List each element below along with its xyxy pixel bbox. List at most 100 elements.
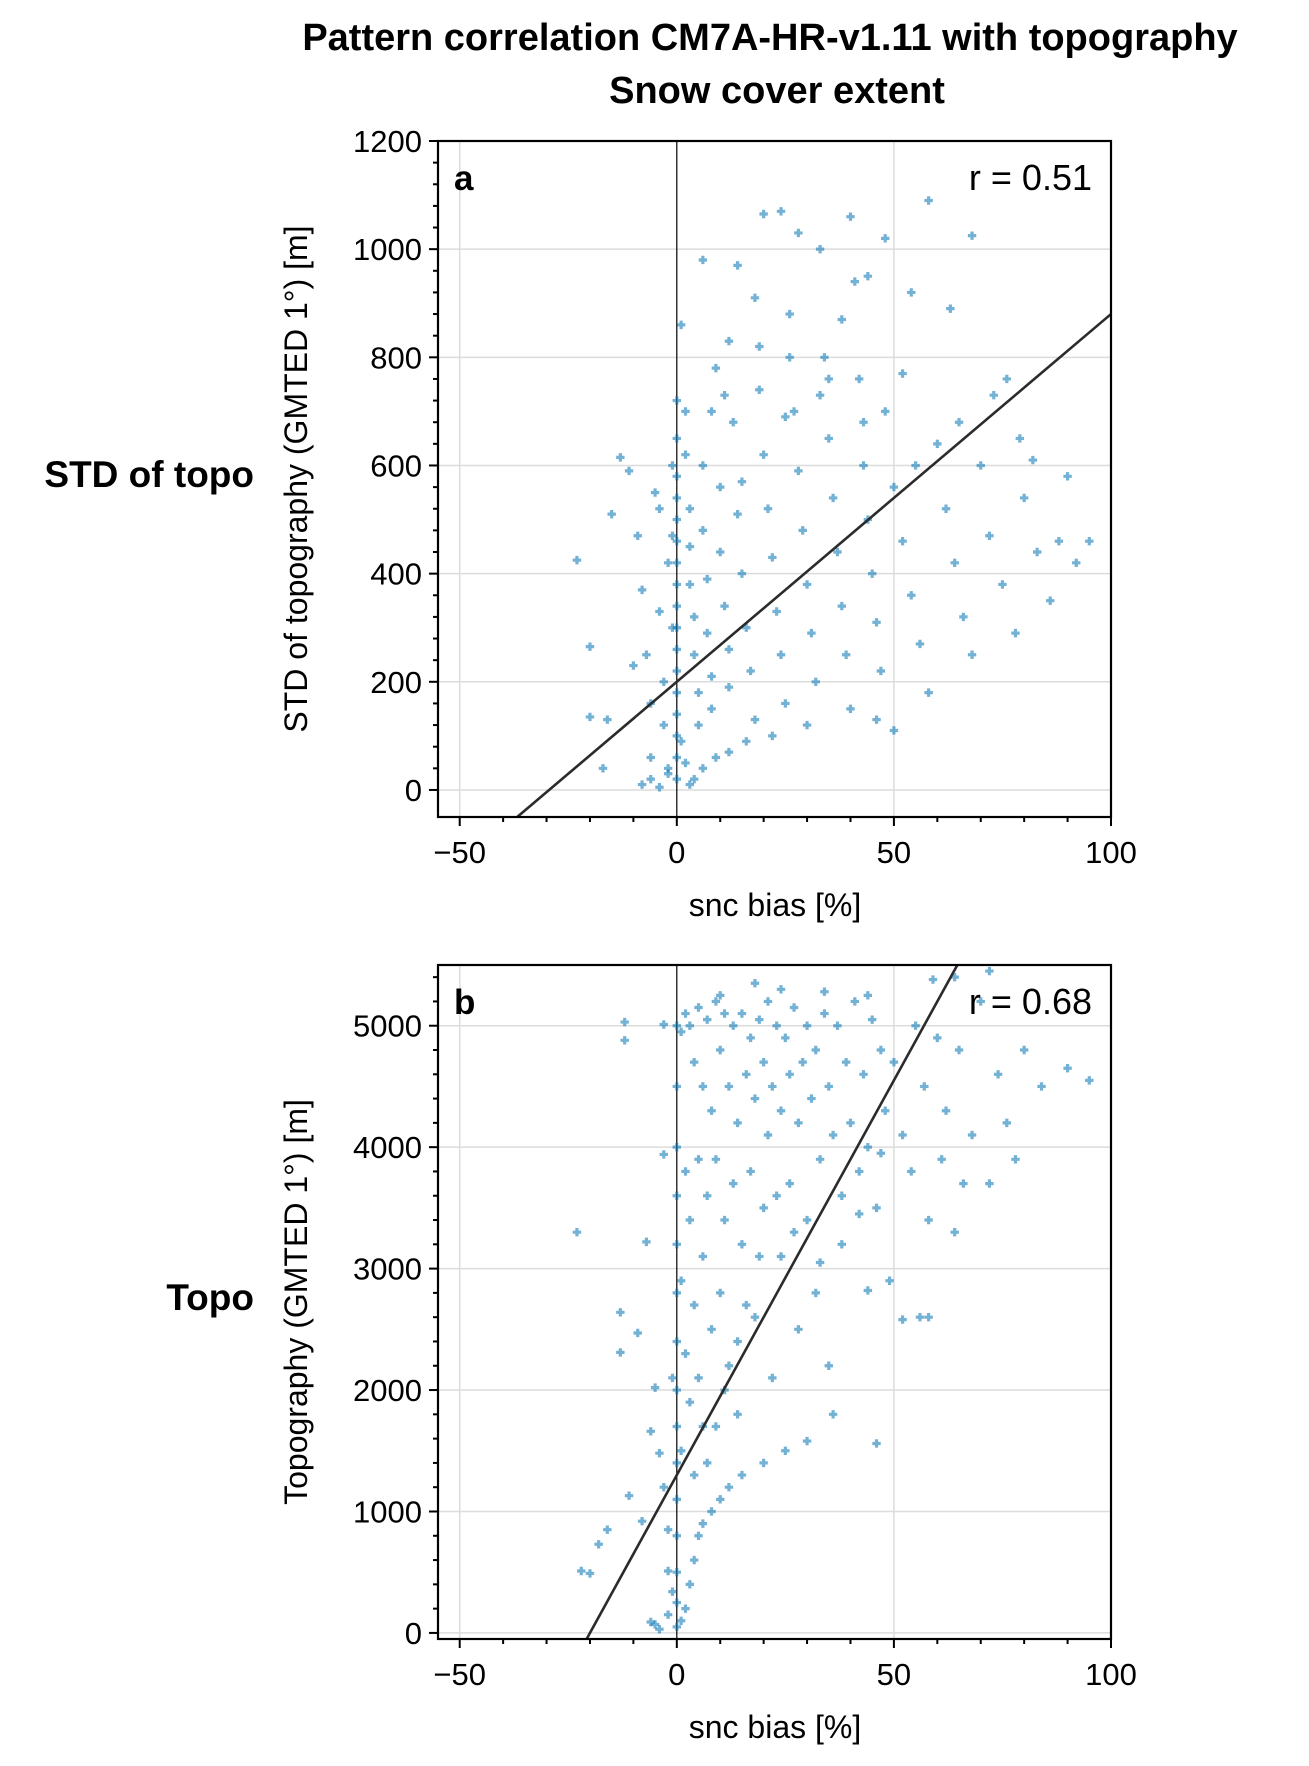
scatter-point — [898, 536, 907, 546]
x-tick-label: 0 — [668, 835, 685, 870]
scatter-point — [1002, 1118, 1011, 1128]
scatter-point — [672, 1385, 682, 1395]
scatter-point — [685, 1021, 695, 1030]
scatter-point — [794, 1325, 803, 1334]
scatter-point — [863, 1142, 873, 1152]
scatter-point — [620, 1036, 629, 1045]
scatter-point — [1063, 472, 1072, 481]
scatter-point — [659, 720, 668, 730]
scatter-point — [594, 1540, 603, 1549]
scatter-point — [763, 504, 773, 513]
scatter-point — [668, 1373, 677, 1383]
y-tick-label: 0 — [405, 1616, 422, 1651]
scatter-point — [985, 531, 994, 540]
scatter-point — [676, 1446, 686, 1455]
scatter-point — [881, 407, 890, 416]
scatter-point — [646, 1427, 655, 1436]
scatter-point — [815, 390, 825, 400]
y-tick-label: 1000 — [353, 232, 422, 267]
scatter-point — [646, 774, 655, 784]
scatter-point — [646, 753, 655, 762]
scatter-point — [672, 1142, 682, 1152]
scatter-point — [946, 304, 955, 313]
scatter-point — [663, 1566, 673, 1576]
regression-line-b — [585, 964, 959, 1640]
scatter-point — [711, 363, 721, 373]
scatter-point — [694, 1155, 703, 1164]
y-tick-label: 2000 — [353, 1373, 422, 1408]
scatter-point — [1085, 536, 1094, 546]
scatter-point — [811, 1045, 820, 1055]
scatter-point — [863, 991, 873, 1000]
scatter-point — [846, 1118, 855, 1128]
scatter-point — [841, 650, 851, 659]
x-tick-label: 0 — [668, 1657, 685, 1692]
figure-title-line2: Snow cover extent — [609, 70, 945, 112]
scatter-point — [707, 1325, 716, 1334]
scatter-point — [616, 453, 625, 462]
scatter-point — [898, 1315, 907, 1324]
scatter-point — [672, 1458, 682, 1468]
scatter-point — [698, 255, 708, 265]
scatter-point — [716, 1045, 725, 1055]
scatter-point — [833, 547, 842, 557]
scatter-point — [694, 1003, 703, 1012]
scatter-point — [967, 650, 977, 659]
scatter-point — [672, 601, 682, 611]
scatter-point — [572, 555, 582, 565]
scatter-point — [798, 1057, 807, 1067]
scatter-point — [681, 1009, 690, 1018]
scatter-point — [1002, 374, 1011, 384]
scatter-point — [694, 688, 703, 697]
scatter-point — [1046, 596, 1055, 605]
scatter-point — [672, 623, 682, 632]
scatter-point — [689, 612, 699, 622]
x-tick-label: −50 — [433, 835, 486, 870]
scatter-point — [846, 704, 855, 714]
scatter-point — [954, 418, 964, 427]
scatter-point — [672, 1422, 682, 1431]
y-tick-label: 0 — [405, 773, 422, 808]
scatter-point — [737, 1009, 747, 1018]
scatter-point — [781, 1033, 790, 1043]
scatter-point — [676, 737, 686, 746]
scatter-point — [746, 1033, 755, 1043]
scatter-point — [928, 975, 938, 984]
scatter-point — [776, 207, 786, 216]
y-tick-label: 3000 — [353, 1252, 422, 1287]
x-tick-label: 50 — [877, 835, 911, 870]
scatter-point — [668, 1587, 677, 1596]
scatter-point — [811, 1288, 820, 1298]
scatter-point — [681, 1167, 690, 1176]
scatter-point — [685, 542, 695, 551]
scatter-point — [920, 1082, 929, 1091]
scatter-point — [941, 504, 951, 513]
scatter-point — [889, 726, 899, 735]
scatter-point — [898, 1130, 907, 1140]
scatter-point — [603, 715, 612, 724]
scatter-point — [672, 1337, 682, 1346]
scatter-point — [737, 1240, 747, 1249]
scatter-point — [724, 1361, 734, 1370]
scatter-point — [672, 434, 682, 443]
scatter-point — [768, 1373, 777, 1383]
scatter-point — [907, 288, 916, 297]
scatter-point — [841, 1057, 851, 1067]
scatter-point — [733, 1410, 742, 1419]
scatter-point — [755, 342, 764, 351]
scatter-point — [1085, 1076, 1094, 1085]
scatter-point — [1011, 628, 1020, 638]
scatter-point — [859, 1070, 868, 1079]
scatter-point — [746, 1167, 755, 1176]
y-axis-label-a: STD of topography (GMTED 1°) [m] — [278, 225, 314, 732]
scatter-point — [672, 1531, 682, 1540]
scatter-point — [815, 244, 825, 254]
scatter-point — [785, 1179, 794, 1188]
scatter-point — [1015, 434, 1025, 443]
scatter-point — [976, 461, 985, 470]
scatter-point — [659, 1483, 668, 1492]
scatter-point — [755, 1252, 764, 1261]
scatter-point — [733, 509, 742, 519]
scatter-point — [854, 374, 864, 384]
